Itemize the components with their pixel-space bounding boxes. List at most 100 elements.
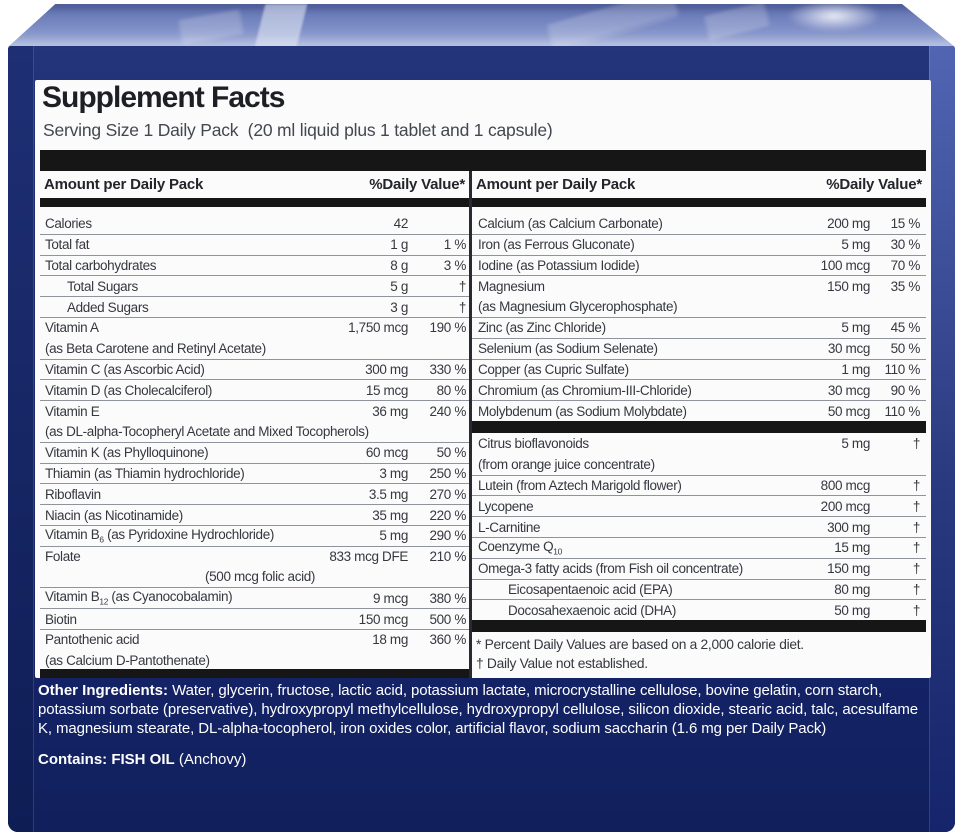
nutrient-amount: 200 mcg — [820, 498, 871, 514]
nutrient-daily-value: 45 % — [890, 320, 921, 336]
contains-lead: Contains: — [38, 751, 108, 769]
nutrient-amount: 30 mcg — [827, 382, 871, 398]
nutrient-row: Iodine (as Potassium Iodide) 100 mcg 70 % — [472, 254, 926, 276]
nutrient-name: Calories — [45, 215, 92, 231]
nutrient-name-subscript: 12 — [99, 597, 108, 608]
mid-separator-bar — [472, 620, 926, 633]
nutrient-row: Magnesium 150 mg 35 % — [472, 275, 926, 296]
other-ingredients-lead: Other Ingredients: — [38, 682, 169, 699]
nutrient-row: Vitamin E 36 mg 240 % — [40, 400, 469, 421]
nutrient-source: (as DL-alpha-Tocopheryl Acetate and Mixe… — [45, 423, 369, 439]
nutrient-row: Vitamin K (as Phylloquinone) 60 mcg 50 % — [40, 441, 469, 463]
column-header: Amount per Daily Pack %Daily Value* — [40, 171, 469, 198]
nutrient-amount: 5 mg — [841, 435, 870, 451]
nutrient-name: Vitamin D (as Cholecalciferol) — [45, 382, 213, 398]
nutrient-name: Folate — [45, 549, 81, 565]
contains-statement: Contains: FISH OIL (Anchovy) — [38, 751, 928, 768]
nutrient-name: Iron (as Ferrous Gluconate) — [478, 237, 635, 253]
nutrient-row: Iron (as Ferrous Gluconate) 5 mg 30 % — [472, 233, 926, 255]
nutrient-amount: 5 mg — [841, 237, 870, 253]
column-divider — [469, 171, 472, 678]
footnote-percent: * Percent Daily Values are based on a 2,… — [476, 637, 804, 653]
nutrient-daily-value: 70 % — [890, 257, 921, 273]
bottom-separator-bar — [40, 669, 469, 678]
nutrient-amount: 3 g — [390, 299, 408, 315]
nutrient-daily-value: 110 % — [884, 361, 920, 377]
nutrient-amount: 60 mcg — [365, 445, 409, 461]
header-amount: Amount per Daily Pack — [44, 176, 204, 193]
box-top-blurred-print — [178, 10, 244, 44]
nutrient-name-part: (as Pyridoxine Hydrochloride) — [103, 527, 275, 542]
serving-size: Serving Size 1 Daily Pack (20 ml liquid … — [43, 120, 553, 140]
nutrient-row: Zinc (as Zinc Chloride) 5 mg 45 % — [472, 316, 926, 338]
other-ingredients-text: Water, glycerin, fructose, lactic acid, … — [38, 682, 919, 737]
nutrient-name-part: (as Cyanocobalamin) — [108, 589, 233, 605]
nutrient-row-continuation: (as Calcium D-Pantothenate) — [40, 650, 469, 671]
nutrient-row: Molybdenum (as Sodium Molybdate) 50 mcg 11… — [472, 400, 926, 421]
nutrient-daily-value: 3 % — [443, 257, 467, 273]
nutrient-amount: 300 mg — [365, 361, 408, 377]
nutrient-name-part: Coenzyme Q — [478, 539, 554, 554]
box-top-blurred-print — [546, 4, 680, 47]
nutrient-name-part: Vitamin B — [45, 527, 100, 542]
nutrient-amount: 42 — [393, 215, 409, 231]
nutrient-daily-value: 270 % — [429, 486, 466, 502]
nutrient-amount: 1 g — [390, 237, 408, 253]
nutrient-daily-value: 360 % — [429, 632, 466, 648]
nutrient-amount: 15 mcg — [365, 382, 409, 398]
facts-columns: Amount per Daily Pack %Daily Value* Calo… — [40, 171, 926, 678]
box-top-face — [8, 4, 955, 47]
nutrient-row: Vitamin C (as Ascorbic Acid) 300 mg 330 % — [40, 358, 469, 380]
nutrient-name: Biotin — [45, 611, 77, 627]
nutrient-row-continuation: (as Beta Carotene and Retinyl Acetate) — [40, 338, 469, 359]
nutrient-name: Eicosapentaenoic acid (EPA) — [508, 581, 673, 597]
nutrient-daily-value: 90 % — [890, 382, 921, 398]
nutrient-name: Vitamin E — [45, 403, 100, 419]
nutrient-amount: 800 mcg — [820, 477, 871, 493]
header-daily-value: %Daily Value* — [369, 176, 465, 193]
nutrient-daily-value: 190 % — [429, 320, 466, 336]
nutrient-name: Iodine (as Potassium Iodide) — [478, 257, 640, 273]
nutrient-daily-value: † — [912, 498, 921, 514]
nutrient-row-continuation: (500 mcg folic acid) — [40, 567, 469, 588]
nutrient-daily-value: 35 % — [890, 278, 921, 294]
nutrient-amount: 100 mcg — [820, 257, 871, 273]
nutrient-amount: 50 mcg — [827, 403, 871, 419]
box-front-face: Supplement Facts Serving Size 1 Daily Pa… — [8, 46, 955, 832]
nutrient-row: Coenzyme Q10 15 mg † — [472, 536, 926, 558]
nutrient-row: Docosahexaenoic acid (DHA) 50 mg † — [472, 599, 926, 620]
nutrient-amount: 1,750 mcg — [348, 320, 408, 336]
nutrient-daily-value: † — [458, 278, 467, 294]
nutrient-name: Chromium (as Chromium-III-Chloride) — [478, 382, 692, 398]
nutrient-row: Calories 42 — [40, 213, 469, 234]
nutrient-name: Coenzyme Q10 — [478, 539, 794, 557]
nutrient-row: Pantothenic acid 18 mg 360 % — [40, 628, 469, 650]
nutrient-name: Magnesium — [478, 278, 545, 294]
nutrient-row-continuation: (from orange juice concentrate) — [472, 454, 926, 475]
nutrient-daily-value: 80 % — [436, 382, 467, 398]
nutrient-name: Pantothenic acid — [45, 632, 140, 648]
nutrient-name: Vitamin B6 (as Pyridoxine Hydrochloride) — [45, 527, 308, 545]
nutrient-row: Chromium (as Chromium-III-Chloride) 30 mc… — [472, 379, 926, 400]
header-amount: Amount per Daily Pack — [476, 176, 636, 193]
nutrient-name: Zinc (as Zinc Chloride) — [478, 320, 606, 336]
column-header: Amount per Daily Pack %Daily Value* — [472, 171, 926, 198]
nutrient-row-continuation: (as Magnesium Glycerophosphate) — [472, 296, 926, 317]
nutrient-name: Vitamin K (as Phylloquinone) — [45, 445, 209, 461]
nutrient-name: Omega-3 fatty acids (from Fish oil conce… — [478, 561, 743, 577]
nutrient-daily-value: † — [912, 581, 921, 597]
nutrient-amount: 5 g — [390, 278, 408, 294]
nutrient-name: Vitamin C (as Ascorbic Acid) — [45, 361, 205, 377]
nutrient-row: Vitamin A 1,750 mcg 190 % — [40, 316, 469, 338]
thin-separator-bar — [472, 198, 926, 207]
nutrient-row: Lycopene 200 mcg † — [472, 495, 926, 516]
nutrient-amount: 36 mg — [372, 403, 408, 419]
nutrient-name: Niacin (as Nicotinamide) — [45, 507, 183, 523]
nutrient-row: Vitamin B6 (as Pyridoxine Hydrochloride)… — [40, 524, 469, 546]
nutrient-source: (from orange juice concentrate) — [478, 456, 655, 472]
supplement-facts-panel: Supplement Facts Serving Size 1 Daily Pa… — [35, 80, 931, 678]
nutrient-amount: 1 mg — [841, 361, 870, 377]
nutrient-name: Riboflavin — [45, 486, 101, 502]
nutrient-daily-value: 50 % — [890, 341, 921, 357]
nutrient-amount: 300 mg — [827, 519, 870, 535]
